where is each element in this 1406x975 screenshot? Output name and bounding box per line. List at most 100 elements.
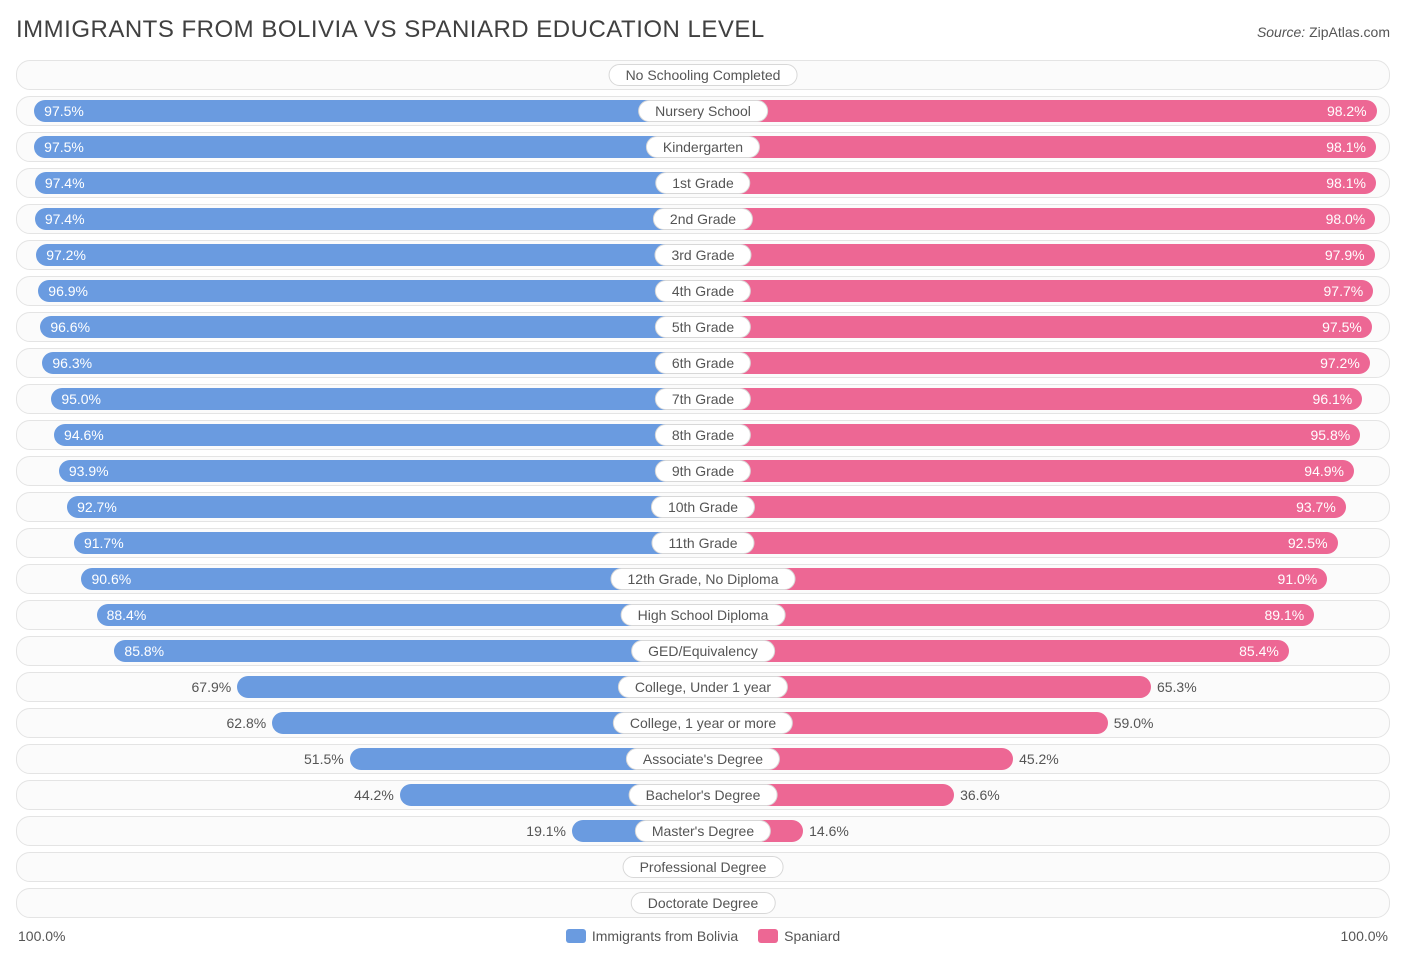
bar-row: 96.9%97.7%4th Grade: [16, 276, 1390, 306]
category-label: Master's Degree: [635, 820, 771, 842]
bar-value-right: 45.2%: [1013, 751, 1069, 767]
bar-value-left: 44.2%: [344, 787, 400, 803]
category-label: 4th Grade: [655, 280, 751, 302]
bar-right: 98.1%: [703, 172, 1376, 194]
category-label: 6th Grade: [655, 352, 751, 374]
bar-left: 96.6%: [40, 316, 703, 338]
category-label: 7th Grade: [655, 388, 751, 410]
category-label: 11th Grade: [651, 532, 754, 554]
bar-value-left: 90.6%: [81, 571, 141, 587]
bar-value-right: 97.5%: [1312, 319, 1372, 335]
bar-row: 97.5%98.2%Nursery School: [16, 96, 1390, 126]
bar-value-right: 93.7%: [1286, 499, 1346, 515]
bar-row: 90.6%91.0%12th Grade, No Diploma: [16, 564, 1390, 594]
bar-value-right: 89.1%: [1255, 607, 1315, 623]
bar-right: 89.1%: [703, 604, 1314, 626]
bar-left: 96.9%: [38, 280, 703, 302]
bar-value-left: 96.3%: [42, 355, 102, 371]
category-label: GED/Equivalency: [631, 640, 775, 662]
bar-row: 96.3% 97.2% 6th Grade: [16, 348, 1390, 378]
bar-left: 97.2%: [36, 244, 703, 266]
bar-value-right: 14.6%: [803, 823, 859, 839]
bar-value-left: 92.7%: [67, 499, 127, 515]
chart-footer: 100.0% Immigrants from Bolivia Spaniard …: [16, 924, 1390, 948]
bar-value-right: 98.1%: [1316, 175, 1376, 191]
category-label: Kindergarten: [646, 136, 760, 158]
chart-header: IMMIGRANTS FROM BOLIVIA VS SPANIARD EDUC…: [16, 16, 1390, 44]
bar-right: 93.7%: [703, 496, 1346, 518]
bar-row: 97.4% 98.1% 1st Grade: [16, 168, 1390, 198]
category-label: Professional Degree: [623, 856, 784, 878]
bar-row: 97.2% 97.9%3rd Grade: [16, 240, 1390, 270]
bar-right: 97.2%: [703, 352, 1370, 374]
bar-row: 5.5%4.4%Professional Degree: [16, 852, 1390, 882]
bar-value-left: 62.8%: [217, 715, 273, 731]
source-label: Source:: [1257, 24, 1305, 40]
bar-row: 2.3%1.9%Doctorate Degree: [16, 888, 1390, 918]
bar-value-right: 94.9%: [1294, 463, 1354, 479]
category-label: High School Diploma: [621, 604, 786, 626]
bar-row: 44.2%36.6%Bachelor's Degree: [16, 780, 1390, 810]
category-label: 5th Grade: [655, 316, 751, 338]
bar-value-left: 88.4%: [97, 607, 157, 623]
axis-max-left: 100.0%: [18, 928, 65, 944]
bar-right: 98.2%: [703, 100, 1377, 122]
bar-row: 91.7% 92.5%11th Grade: [16, 528, 1390, 558]
category-label: 2nd Grade: [653, 208, 753, 230]
bar-value-right: 91.0%: [1268, 571, 1328, 587]
bar-value-left: 51.5%: [294, 751, 350, 767]
legend: Immigrants from Bolivia Spaniard: [566, 928, 840, 944]
bar-value-left: 96.6%: [40, 319, 100, 335]
bar-row: 97.4% 98.0% 2nd Grade: [16, 204, 1390, 234]
legend-item-left: Immigrants from Bolivia: [566, 928, 738, 944]
bar-right: 97.9%: [703, 244, 1375, 266]
bar-left: 94.6%: [54, 424, 703, 446]
bar-value-left: 97.4%: [35, 211, 95, 227]
bar-value-left: 97.4%: [35, 175, 95, 191]
category-label: 9th Grade: [655, 460, 751, 482]
bar-value-right: 97.2%: [1310, 355, 1370, 371]
source-value: ZipAtlas.com: [1309, 24, 1390, 40]
bar-right: 92.5%: [703, 532, 1338, 554]
bar-row: 85.8% 85.4% GED/Equivalency: [16, 636, 1390, 666]
category-label: College, 1 year or more: [613, 712, 793, 734]
chart-title: IMMIGRANTS FROM BOLIVIA VS SPANIARD EDUC…: [16, 16, 765, 44]
category-label: 10th Grade: [651, 496, 755, 518]
bar-left: 96.3%: [42, 352, 703, 374]
bar-value-left: 91.7%: [74, 535, 134, 551]
bar-value-right: 65.3%: [1151, 679, 1207, 695]
category-label: 8th Grade: [655, 424, 751, 446]
bar-value-right: 59.0%: [1108, 715, 1164, 731]
bar-row: 97.5%98.1%Kindergarten: [16, 132, 1390, 162]
bar-left: 97.5%: [34, 100, 703, 122]
bar-row: 62.8% 59.0% College, 1 year or more: [16, 708, 1390, 738]
legend-label-left: Immigrants from Bolivia: [592, 928, 738, 944]
bar-value-left: 97.5%: [34, 139, 94, 155]
category-label: 1st Grade: [655, 172, 750, 194]
bar-value-left: 85.8%: [114, 643, 174, 659]
bar-left: 93.9%: [59, 460, 703, 482]
category-label: Bachelor's Degree: [629, 784, 778, 806]
category-label: Nursery School: [638, 100, 768, 122]
bar-row: 95.0%96.1%7th Grade: [16, 384, 1390, 414]
bar-right: 96.1%: [703, 388, 1362, 410]
category-label: College, Under 1 year: [618, 676, 788, 698]
bar-value-left: 93.9%: [59, 463, 119, 479]
bar-value-right: 98.0%: [1316, 211, 1376, 227]
category-label: Associate's Degree: [626, 748, 780, 770]
bar-left: 88.4%: [97, 604, 703, 626]
category-label: 3rd Grade: [654, 244, 751, 266]
bar-right: 98.0%: [703, 208, 1375, 230]
bar-value-left: 97.2%: [36, 247, 96, 263]
chart-source: Source: ZipAtlas.com: [1257, 24, 1390, 40]
bar-row: 96.6% 97.5% 5th Grade: [16, 312, 1390, 342]
bar-value-right: 85.4%: [1229, 643, 1289, 659]
bar-row: 2.5%1.9%No Schooling Completed: [16, 60, 1390, 90]
bar-right: 95.8%: [703, 424, 1360, 446]
legend-label-right: Spaniard: [784, 928, 840, 944]
bar-left: 92.7%: [67, 496, 703, 518]
bar-left: 85.8%: [114, 640, 703, 662]
bar-value-left: 96.9%: [38, 283, 98, 299]
bar-row: 94.6%95.8%8th Grade: [16, 420, 1390, 450]
bar-right: 91.0%: [703, 568, 1327, 590]
